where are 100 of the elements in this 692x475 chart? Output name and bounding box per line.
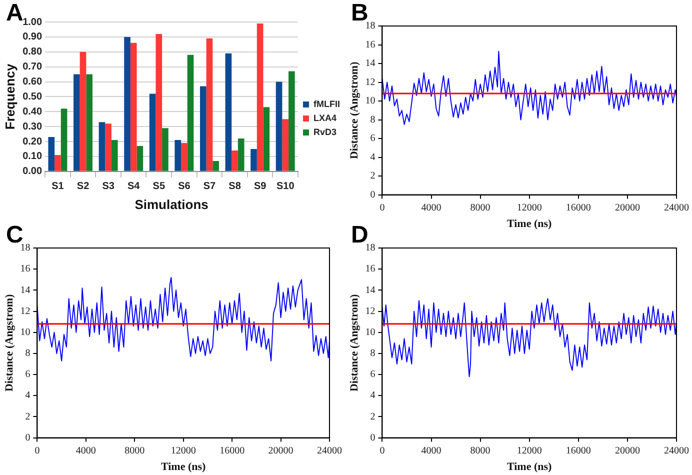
bar [54, 154, 61, 171]
bar [206, 38, 213, 171]
legend-label: fMLFII [314, 98, 340, 109]
x-tick-label: 0 [380, 445, 385, 456]
y-tick-label: 8 [370, 114, 376, 126]
y-tick-label: 8 [25, 348, 30, 360]
bar [250, 148, 257, 171]
bar [276, 82, 282, 171]
y-tick-label: 10 [365, 326, 376, 338]
y-tick-label: 18 [365, 242, 376, 254]
x-tick-label: 4000 [421, 202, 442, 214]
y-tick-label: 18 [20, 242, 30, 254]
x-tick-label: 8000 [470, 445, 490, 456]
bar [130, 42, 137, 171]
bar [238, 138, 244, 171]
y-tick-label: 4 [25, 390, 30, 402]
x-tick-label: S8 [228, 181, 242, 192]
y-tick-label: 4 [370, 390, 376, 402]
bar [162, 128, 168, 171]
x-tick-label: 0 [380, 202, 385, 214]
y-tick-label: 0 [370, 432, 376, 444]
x-tick-label: S3 [102, 181, 115, 192]
x-tick-label: S4 [127, 181, 140, 192]
y-tick-label: 6 [370, 369, 376, 380]
bar [149, 94, 156, 171]
y-tick-label: 14 [20, 284, 30, 296]
y-tick-label: 14 [365, 58, 376, 70]
y-tick-label: 12 [365, 76, 376, 88]
x-tick-label: S7 [203, 181, 216, 192]
bar [156, 34, 162, 171]
legend-label: LXA4 [314, 112, 337, 123]
bar [263, 107, 270, 171]
x-tick-label: 12000 [516, 445, 542, 456]
y-tick-label: 0.50 [22, 91, 42, 102]
x-axis-title: Time (ns) [160, 461, 206, 474]
y-tick-label: 0.70 [22, 62, 42, 73]
bar [225, 53, 232, 171]
x-tick-label: 16000 [220, 445, 245, 456]
y-tick-label: 1.00 [22, 16, 42, 28]
x-tick-label: S2 [76, 181, 90, 192]
y-tick-label: 16 [20, 264, 30, 275]
x-tick-label: 8000 [470, 202, 490, 214]
x-tick-label: 20000 [614, 202, 640, 214]
y-tick-label: 10 [365, 96, 376, 107]
bar [80, 52, 86, 171]
y-tick-label: 2 [370, 170, 376, 182]
x-tick-label: 16000 [566, 202, 591, 214]
bar [74, 74, 80, 171]
y-tick-label: 8 [370, 348, 376, 360]
y-tick-label: 0.40 [22, 106, 42, 118]
bar [48, 137, 55, 171]
y-tick-label: 12 [20, 306, 30, 317]
x-tick-label: S6 [178, 181, 191, 192]
y-tick-label: 10 [20, 326, 30, 338]
bar [136, 146, 144, 171]
y-tick-label: 0.20 [22, 136, 42, 148]
y-tick-label: 0.00 [22, 166, 42, 178]
y-axis-title: Distance (Angstrom) [348, 294, 360, 392]
y-tick-label: 4 [370, 152, 376, 163]
y-axis-title: Distance (Angstrom) [348, 61, 360, 160]
y-tick-label: 0 [25, 432, 30, 444]
x-tick-label: S10 [276, 181, 295, 192]
bar [187, 54, 194, 171]
x-tick-label: 4000 [76, 445, 96, 456]
text: A [6, 0, 24, 27]
y-tick-label: 0.30 [22, 121, 42, 132]
bar [200, 86, 206, 171]
bar [288, 71, 295, 171]
x-tick-label: 8000 [124, 445, 145, 456]
x-axis-title: Simulations [134, 196, 208, 212]
x-tick-label: 20000 [614, 445, 640, 456]
x-tick-label: 20000 [268, 445, 294, 456]
bar [111, 140, 118, 171]
y-tick-label: 2 [25, 411, 30, 422]
y-tick-label: 6 [370, 133, 376, 144]
y-tick-label: 0.90 [22, 32, 42, 43]
x-tick-label: 24000 [317, 445, 342, 456]
bar [124, 36, 130, 171]
x-axis-title: Time (ns) [506, 461, 552, 474]
bar [86, 74, 92, 171]
y-tick-label: 12 [365, 306, 376, 317]
x-axis-title: Time (ns) [506, 218, 552, 230]
legend-label: RvD3 [314, 126, 337, 137]
y-tick-label: 16 [365, 39, 376, 50]
y-tick-label: 14 [365, 284, 376, 296]
bar [98, 122, 106, 171]
bar [212, 160, 219, 171]
x-tick-label: 24000 [664, 202, 689, 214]
y-tick-label: 6 [25, 369, 30, 380]
y-tick-label: 2 [370, 411, 376, 422]
y-tick-label: 0 [370, 189, 376, 200]
x-tick-label: 24000 [664, 445, 689, 456]
y-tick-label: 0.60 [22, 76, 42, 88]
x-tick-label: S5 [152, 181, 166, 192]
bar [60, 108, 68, 171]
y-tick-label: 18 [365, 20, 376, 32]
x-tick-label: S9 [254, 181, 267, 192]
y-tick-label: 0.10 [22, 151, 42, 162]
y-tick-label: 0.80 [22, 46, 42, 58]
x-tick-label: 16000 [566, 445, 591, 456]
